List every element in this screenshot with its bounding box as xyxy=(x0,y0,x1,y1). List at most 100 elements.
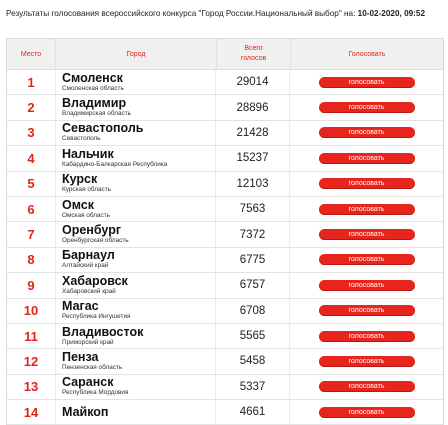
city-cell: Майкоп xyxy=(56,400,216,425)
rank-number: 14 xyxy=(23,404,39,420)
rank-cell: 6 xyxy=(7,196,56,222)
table-row: 1 Смоленск Смоленская область 29014 голосова… xyxy=(7,70,443,96)
vote-button[interactable]: голосовать xyxy=(318,76,415,88)
table-row: 6 Омск Омская область 7563 голосовать xyxy=(7,196,443,223)
vote-cell: голосовать xyxy=(290,375,443,399)
table-row: 7 Оренбург Оренбургская область 7372 голосов… xyxy=(7,222,443,248)
city-name: Пенза xyxy=(62,349,99,364)
vote-button[interactable]: голосовать xyxy=(318,178,415,190)
region-name: Алтайский край xyxy=(62,262,109,270)
vote-cell: голосовать xyxy=(290,121,443,145)
vote-count: 29014 xyxy=(236,76,269,89)
city-cell: Барнаул Алтайский край xyxy=(56,247,216,273)
rank-number: 5 xyxy=(27,176,35,192)
vote-count: 7563 xyxy=(239,203,266,216)
region-name: Приморский край xyxy=(62,338,114,346)
city-cell: Хабаровск Хабаровский край xyxy=(56,273,216,298)
table-row: 3 Севастополь Севастополь 21428 голосовать xyxy=(7,120,443,147)
results-date: 10-02-2020, 09:52 xyxy=(357,9,426,18)
vote-cell: голосовать xyxy=(290,248,443,272)
rank-cell: 10 xyxy=(7,298,56,323)
table-row: 13 Саранск Республика Мордовия 5337 голосова… xyxy=(7,374,443,401)
rank-number: 7 xyxy=(27,227,35,243)
vote-cell: голосовать xyxy=(290,70,443,94)
vote-cell: голосовать xyxy=(290,146,443,170)
results-table: Место Город Всего голосов Голосовать 1 Смо… xyxy=(6,38,444,425)
vote-count: 21428 xyxy=(236,126,269,139)
rank-number: 6 xyxy=(27,201,35,217)
city-cell: Саранск Республика Мордовия xyxy=(56,374,216,400)
city-cell: Владимир Владимирская область xyxy=(56,95,216,120)
column-header-vote: Голосовать xyxy=(348,50,386,58)
city-cell: Владивосток Приморский край xyxy=(56,323,216,349)
rank-number: 10 xyxy=(23,303,39,319)
table-body: 1 Смоленск Смоленская область 29014 голосова… xyxy=(7,70,443,425)
vote-count: 6708 xyxy=(239,304,266,317)
rank-number: 13 xyxy=(23,379,39,395)
rank-cell: 5 xyxy=(7,171,56,196)
vote-count: 5337 xyxy=(239,380,266,393)
vote-count: 6775 xyxy=(239,253,266,266)
vote-button[interactable]: голосовать xyxy=(318,305,415,317)
table-row: 8 Барнаул Алтайский край 6775 голосовать xyxy=(7,247,443,274)
city-cell: Оренбург Оренбургская область xyxy=(56,222,216,247)
vote-button[interactable]: голосовать xyxy=(318,127,415,139)
rank-number: 4 xyxy=(27,150,35,166)
vote-button[interactable]: голосовать xyxy=(318,330,415,342)
city-cell: Магас Республика Ингушетия xyxy=(56,298,216,323)
region-name: Смоленская область xyxy=(62,84,124,92)
rank-number: 12 xyxy=(23,353,39,369)
votes-cell: 5565 xyxy=(216,323,290,349)
vote-count: 6757 xyxy=(239,279,266,292)
vote-count: 15237 xyxy=(236,152,269,165)
vote-cell: голосовать xyxy=(290,197,443,221)
votes-cell: 4661 xyxy=(216,400,290,425)
region-name: Омская область xyxy=(62,211,110,219)
vote-count: 5565 xyxy=(239,330,266,343)
city-name: Майкоп xyxy=(62,404,109,419)
rank-cell: 3 xyxy=(7,120,56,146)
city-name: Оренбург xyxy=(62,223,122,238)
votes-cell: 15237 xyxy=(216,146,290,171)
rank-number: 3 xyxy=(27,125,35,141)
region-name: Курская область xyxy=(62,186,111,194)
vote-count: 4661 xyxy=(239,406,266,419)
city-name: Магас xyxy=(62,299,99,314)
region-name: Кабардино-Балкарская Республика xyxy=(62,160,168,168)
table-row: 4 Нальчик Кабардино-Балкарская Республика 1… xyxy=(7,146,443,172)
region-name: Пензенская область xyxy=(62,363,123,371)
rank-number: 8 xyxy=(27,252,35,268)
votes-cell: 7563 xyxy=(216,196,290,222)
region-name: Владимирская область xyxy=(62,110,131,118)
vote-button[interactable]: голосовать xyxy=(318,102,415,114)
vote-button[interactable]: голосовать xyxy=(318,254,415,266)
vote-cell: голосовать xyxy=(290,222,443,246)
rank-cell: 4 xyxy=(7,146,56,171)
rank-number: 9 xyxy=(27,277,35,293)
vote-button[interactable]: голосовать xyxy=(318,406,415,418)
rank-cell: 13 xyxy=(7,374,56,400)
results-header-text: Результаты голосования всероссийского ко… xyxy=(6,9,358,18)
votes-cell: 28896 xyxy=(216,95,290,120)
table-row: 2 Владимир Владимирская область 28896 голосо… xyxy=(7,95,443,121)
rank-cell: 11 xyxy=(7,323,56,349)
vote-button[interactable]: голосовать xyxy=(318,279,415,291)
vote-button[interactable]: голосовать xyxy=(318,381,415,393)
votes-cell: 29014 xyxy=(216,70,290,95)
vote-button[interactable]: голосовать xyxy=(318,203,415,215)
region-name: Севастополь xyxy=(62,135,101,143)
city-cell: Смоленск Смоленская область xyxy=(56,70,216,95)
table-row: 9 Хабаровск Хабаровский край 6757 голосовать xyxy=(7,273,443,299)
votes-cell: 21428 xyxy=(216,120,290,146)
vote-cell: голосовать xyxy=(290,273,443,297)
city-name: Хабаровск xyxy=(62,273,128,288)
vote-button[interactable]: голосовать xyxy=(318,355,415,367)
table-row: 14 Майкоп 4661 голосовать xyxy=(7,400,443,425)
vote-button[interactable]: голосовать xyxy=(318,152,415,164)
vote-count: 5458 xyxy=(239,355,266,368)
column-header-votes: Всего голосов xyxy=(217,39,291,69)
rank-number: 11 xyxy=(24,328,38,344)
vote-cell: голосовать xyxy=(290,95,443,119)
vote-button[interactable]: голосовать xyxy=(318,229,415,241)
rank-number: 1 xyxy=(27,74,35,90)
